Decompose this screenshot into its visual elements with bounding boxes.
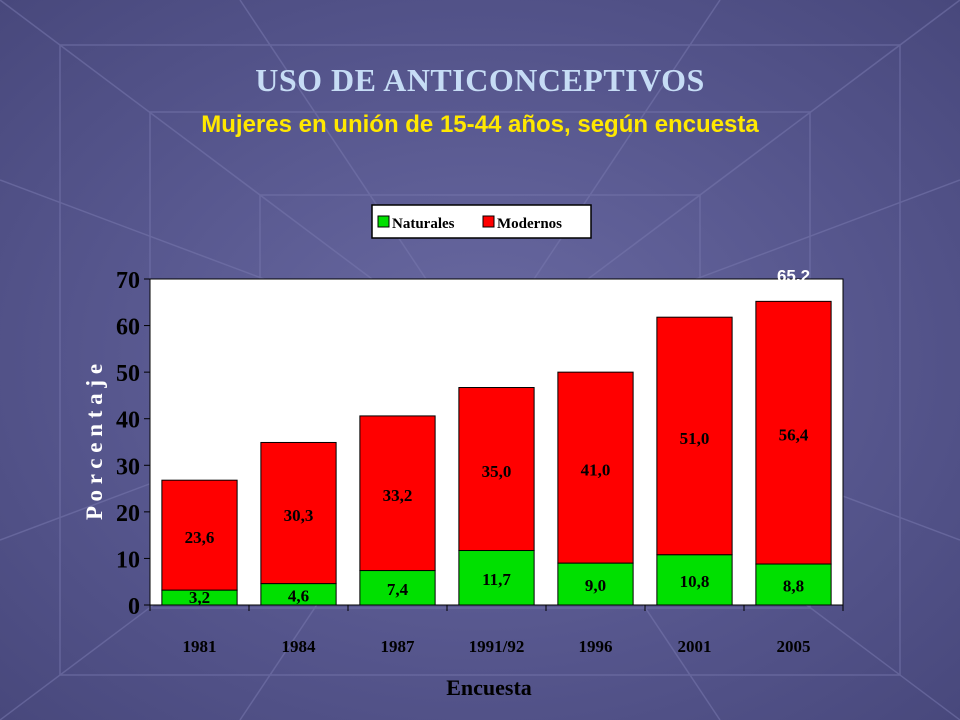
y-tick-label: 60 xyxy=(116,315,140,341)
bar-segment-modernos xyxy=(755,300,832,565)
slide-subtitle: Mujeres en unión de 15-44 años, según en… xyxy=(201,111,759,138)
segment-label-modernos: 35,0 xyxy=(482,462,512,481)
segment-label-naturales: 7,4 xyxy=(387,580,409,599)
y-axis: 0 10 20 30 40 50 60 70 xyxy=(116,268,150,620)
segment-label-modernos: 56,4 xyxy=(779,426,809,445)
x-tick-label: 1996 xyxy=(579,637,613,656)
y-tick-label: 40 xyxy=(116,408,140,434)
legend-swatch-naturales xyxy=(377,215,390,228)
segment-label-naturales: 4,6 xyxy=(288,586,309,605)
x-tick-label: 1987 xyxy=(381,637,416,656)
total-label: 40.6 xyxy=(381,381,414,400)
data-labels-group: 3,2 23,6 26.8 4,6 30,3 34.9 7,4 33,2 40.6 11,7 35,… xyxy=(183,266,810,607)
legend: Naturales Modernos xyxy=(371,204,592,239)
y-tick-label: 20 xyxy=(116,501,140,527)
bar-segment-modernos xyxy=(260,441,337,585)
x-tick-label: 1981 xyxy=(183,637,217,656)
x-tick-label: 2005 xyxy=(777,637,811,656)
y-tick-label: 30 xyxy=(116,454,140,480)
y-axis-title: P o r c e n t a j e xyxy=(82,364,107,520)
segment-label-modernos: 23,6 xyxy=(185,528,215,547)
bar-segment-modernos xyxy=(161,479,238,591)
segment-label-naturales: 8,8 xyxy=(783,577,804,596)
bar-segment-naturales xyxy=(656,554,733,606)
y-tick-label: 70 xyxy=(116,268,140,294)
bar-segment-modernos xyxy=(656,316,733,556)
total-label: 50.0 xyxy=(579,337,612,356)
total-label: 65.2 xyxy=(777,266,810,285)
segment-label-modernos: 51,0 xyxy=(680,429,710,448)
total-label: 61.8 xyxy=(678,282,711,301)
bar-segment-naturales xyxy=(359,570,436,606)
total-label: 46.7 xyxy=(480,353,513,372)
segment-label-naturales: 10,8 xyxy=(680,572,710,591)
legend-swatch-modernos xyxy=(482,215,495,228)
y-tick-label: 0 xyxy=(128,594,140,620)
segment-label-modernos: 41,0 xyxy=(581,461,611,480)
bar-segment-modernos xyxy=(458,387,535,552)
bar-segment-naturales xyxy=(458,550,535,606)
slide-title: USO DE ANTICONCEPTIVOS xyxy=(255,62,705,98)
x-axis-title: Encuesta xyxy=(446,675,532,700)
bar-segment-modernos xyxy=(557,371,634,564)
total-label: 34.9 xyxy=(282,407,315,426)
segment-label-naturales: 9,0 xyxy=(585,576,606,595)
bar-segment-naturales xyxy=(557,562,634,606)
legend-label-naturales: Naturales xyxy=(392,216,455,232)
y-tick-label: 50 xyxy=(116,361,140,387)
legend-label-modernos: Modernos xyxy=(497,216,562,232)
total-label: 26.8 xyxy=(183,445,216,464)
x-axis: 1981 1984 1987 1991/92 1996 2001 2005 xyxy=(149,605,844,656)
legend-box xyxy=(371,204,592,239)
segment-label-modernos: 30,3 xyxy=(284,506,314,525)
x-tick-label: 1991/92 xyxy=(469,637,525,656)
x-tick-label: 1984 xyxy=(282,637,317,656)
segment-label-naturales: 11,7 xyxy=(482,570,511,589)
x-tick-label: 2001 xyxy=(678,637,712,656)
segment-label-modernos: 33,2 xyxy=(383,486,413,505)
bars-group xyxy=(161,300,832,606)
bar-segment-modernos xyxy=(359,415,436,572)
segment-label-naturales: 3,2 xyxy=(189,588,210,607)
bar-segment-naturales xyxy=(755,563,832,606)
y-tick-label: 10 xyxy=(116,547,140,573)
